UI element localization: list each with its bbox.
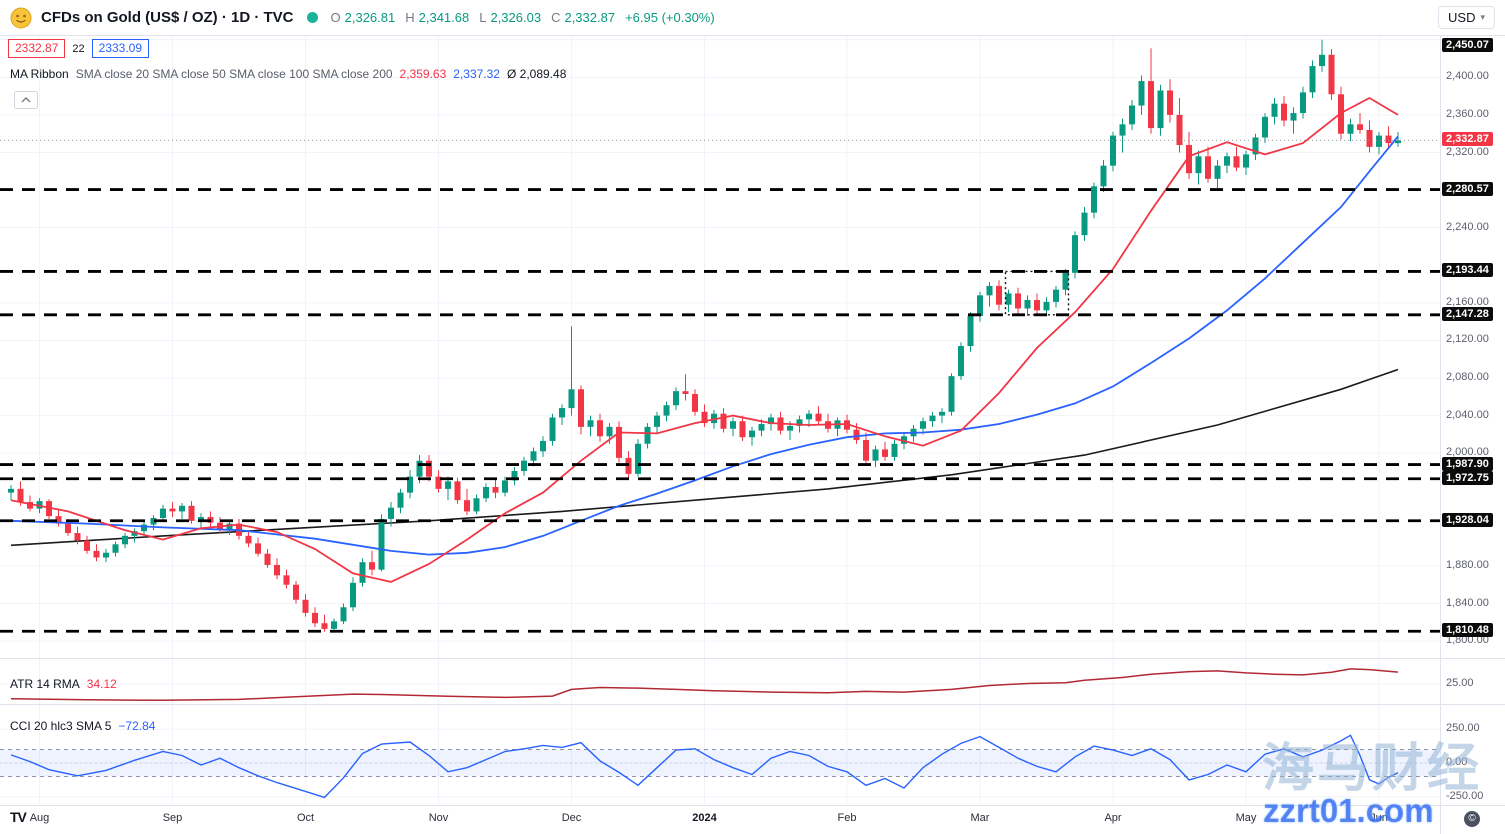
price-tick: 2,360.00 <box>1446 107 1489 120</box>
price-tick: 2,160.00 <box>1446 295 1489 308</box>
high-label: H <box>405 10 415 25</box>
bar-count-label: 22 <box>72 42 85 55</box>
time-axis[interactable]: Aug Sep Oct Nov Dec 2024 Feb Mar Apr May Jun <box>0 806 1440 834</box>
price-tick: 2,240.00 <box>1446 220 1489 233</box>
currency-label: USD <box>1448 10 1476 25</box>
level-price-label: 2,147.28 <box>1442 306 1493 321</box>
price-tick: 2,000.00 <box>1446 446 1489 459</box>
level-price-label: 1,987.90 <box>1442 456 1493 471</box>
level-price-label: 1,810.48 <box>1442 623 1493 638</box>
pane-separator[interactable] <box>0 658 1505 659</box>
atr-name: ATR 14 RMA <box>10 677 80 691</box>
cci-tick: 0.00 <box>1446 755 1468 768</box>
high-value: 2,341.68 <box>418 10 470 25</box>
price-tick: 2,040.00 <box>1446 408 1489 421</box>
price-tick: 1,880.00 <box>1446 558 1489 571</box>
level-price-label: 2,450.07 <box>1442 38 1493 52</box>
chevron-up-icon <box>21 97 31 103</box>
currency-dropdown[interactable]: USD ▾ <box>1438 6 1495 29</box>
close-value: 2,332.87 <box>564 10 616 25</box>
blue-price-label: 2333.09 <box>91 39 150 58</box>
pane-separator[interactable] <box>0 704 1505 705</box>
price-axis[interactable]: 2,440.002,400.002,360.002,320.002,240.00… <box>1441 0 1505 834</box>
level-price-label: 2,280.57 <box>1442 181 1493 196</box>
market-open-icon <box>306 12 318 23</box>
grid-lines <box>0 36 1440 805</box>
time-label: Jun <box>1370 812 1388 824</box>
price-tick: 2,400.00 <box>1446 70 1489 83</box>
top-toolbar: CFDs on Gold (US$ / OZ) · 1D · TVC O 2,3… <box>0 0 1505 36</box>
current-price-label: 2,332.87 <box>1442 132 1493 147</box>
time-label: Oct <box>296 812 315 824</box>
price-tick: 2,080.00 <box>1446 371 1489 383</box>
cci-line <box>10 734 1399 799</box>
sma20-value: 2,359.63 <box>399 67 447 81</box>
time-label: Feb <box>837 812 857 824</box>
symbol-title[interactable]: CFDs on Gold (US$ / OZ) · 1D · TVC <box>41 9 294 26</box>
time-label: Nov <box>428 812 449 824</box>
time-label: Sep <box>162 812 183 824</box>
cci-name: CCI 20 hlc3 SMA 5 <box>10 719 112 733</box>
time-label: 2024 <box>692 812 717 824</box>
chevron-down-icon: ▾ <box>1480 12 1485 22</box>
low-label: L <box>479 10 487 25</box>
time-label: Apr <box>1104 812 1122 824</box>
change-value: +6.95 (+0.30%) <box>625 10 715 25</box>
ma-ribbon-params: SMA close 20 SMA close 50 SMA close 100 … <box>75 67 393 81</box>
ohlc-readout: O 2,326.81 H 2,341.68 L 2,326.03 C 2,332… <box>331 10 721 25</box>
gold-coin-icon <box>10 7 32 29</box>
cci-value: −72.84 <box>118 719 156 733</box>
atr-tick: 25.00 <box>1446 677 1474 690</box>
collapse-pane-button[interactable] <box>14 91 38 109</box>
atr-value: 34.12 <box>86 677 117 691</box>
level-price-label: 1,928.04 <box>1442 512 1493 527</box>
price-tick: 2,120.00 <box>1446 333 1489 346</box>
atr-line <box>10 668 1399 702</box>
close-label: C <box>551 10 561 25</box>
cci-band <box>0 748 1440 777</box>
time-label: May <box>1235 812 1257 824</box>
ma-ribbon-name: MA Ribbon <box>10 67 69 81</box>
cci-tick: 250.00 <box>1446 722 1480 735</box>
time-axis-border <box>0 805 1505 806</box>
price-label-widgets: 2332.87 22 2333.09 <box>8 39 150 58</box>
open-value: 2,326.81 <box>344 10 396 25</box>
price-axis-border <box>1440 36 1441 834</box>
sma50-value: 2,337.32 <box>453 67 500 81</box>
atr-legend[interactable]: ATR 14 RMA 34.12 <box>10 677 117 691</box>
level-price-label: 2,193.44 <box>1442 263 1493 278</box>
cci-tick: -250.00 <box>1446 789 1484 802</box>
watermark-logo-icon[interactable]: © <box>1464 811 1480 827</box>
open-label: O <box>330 10 341 25</box>
tradingview-logo[interactable]: TV <box>10 809 27 825</box>
sma200-line <box>10 368 1399 547</box>
support-resistance-levels <box>0 188 1440 633</box>
price-tick: 1,800.00 <box>1446 634 1489 647</box>
sma20-line <box>10 96 1399 583</box>
ma-ribbon-legend[interactable]: MA Ribbon SMA close 20 SMA close 50 SMA … <box>10 67 566 81</box>
sma50-line <box>10 135 1399 556</box>
time-label: Mar <box>970 812 990 824</box>
time-label: Dec <box>561 812 582 824</box>
price-tick: 2,320.00 <box>1446 145 1489 158</box>
price-tick: 1,840.00 <box>1446 596 1489 609</box>
sma200-value: Ø 2,089.48 <box>506 67 567 81</box>
low-value: 2,326.03 <box>490 10 542 25</box>
time-label: Aug <box>29 812 50 824</box>
red-price-label: 2332.87 <box>8 39 66 58</box>
level-price-label: 1,972.75 <box>1442 470 1493 485</box>
cci-legend[interactable]: CCI 20 hlc3 SMA 5 −72.84 <box>10 719 155 733</box>
